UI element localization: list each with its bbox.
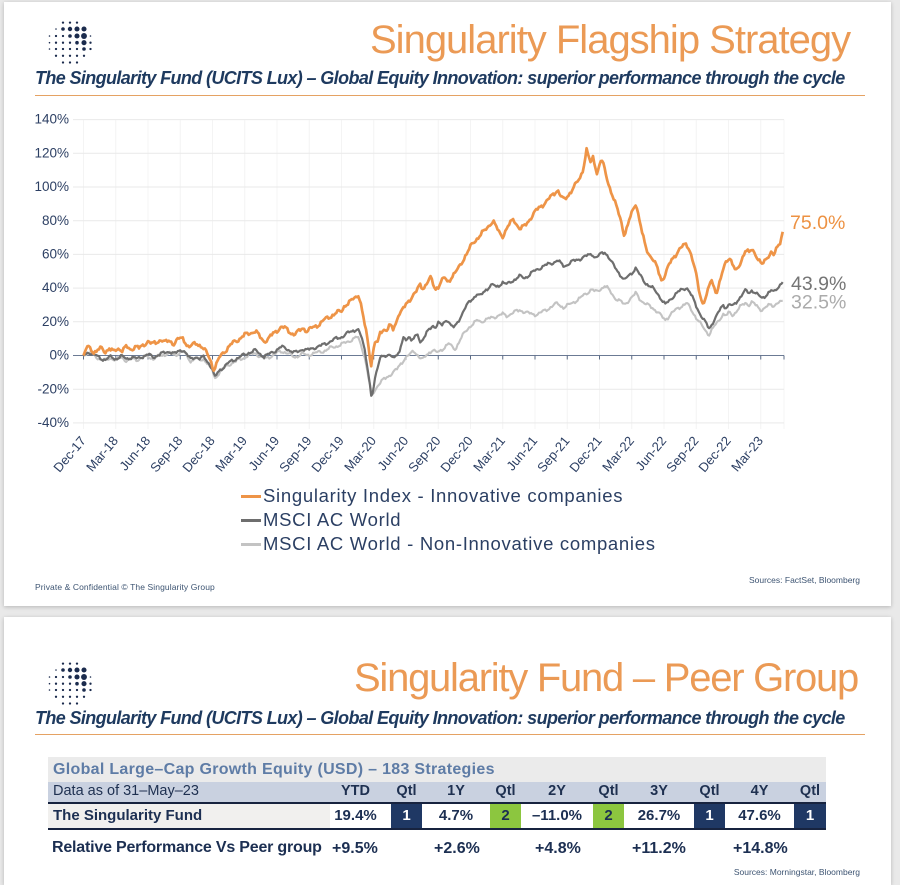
svg-text:Jun-18: Jun-18 xyxy=(116,433,153,473)
svg-text:Jun-19: Jun-19 xyxy=(245,433,282,473)
svg-text:Jun-21: Jun-21 xyxy=(503,433,540,473)
svg-text:Dec-20: Dec-20 xyxy=(437,433,475,475)
svg-text:Mar-20: Mar-20 xyxy=(341,433,379,474)
svg-text:43.9%: 43.9% xyxy=(791,273,846,295)
svg-text:Dec-17: Dec-17 xyxy=(50,433,88,475)
svg-text:32.5%: 32.5% xyxy=(791,292,846,314)
svg-text:Mar-23: Mar-23 xyxy=(728,433,766,474)
svg-text:60%: 60% xyxy=(42,246,69,261)
svg-text:Jun-22: Jun-22 xyxy=(632,433,669,473)
svg-text:Jun-20: Jun-20 xyxy=(374,433,411,473)
svg-text:20%: 20% xyxy=(42,314,69,329)
svg-text:Mar-22: Mar-22 xyxy=(599,433,637,474)
svg-text:Dec-22: Dec-22 xyxy=(695,433,733,475)
svg-text:40%: 40% xyxy=(42,280,69,295)
svg-text:Mar-18: Mar-18 xyxy=(83,433,121,474)
svg-text:140%: 140% xyxy=(34,112,69,127)
svg-text:Sep-22: Sep-22 xyxy=(663,433,701,475)
svg-text:Mar-21: Mar-21 xyxy=(470,433,508,474)
svg-text:Dec-18: Dec-18 xyxy=(179,433,217,475)
svg-text:-20%: -20% xyxy=(37,381,69,396)
svg-text:Dec-19: Dec-19 xyxy=(308,433,346,475)
svg-text:Dec-21: Dec-21 xyxy=(566,433,604,475)
svg-text:100%: 100% xyxy=(34,179,69,194)
svg-text:Sep-21: Sep-21 xyxy=(534,433,572,475)
svg-text:80%: 80% xyxy=(42,213,69,228)
svg-text:Sep-19: Sep-19 xyxy=(276,433,314,475)
svg-text:120%: 120% xyxy=(34,145,69,160)
svg-text:0%: 0% xyxy=(49,348,69,363)
svg-text:Sep-20: Sep-20 xyxy=(405,433,443,475)
svg-text:Mar-19: Mar-19 xyxy=(212,433,250,474)
svg-text:75.0%: 75.0% xyxy=(790,212,845,234)
svg-text:Sep-18: Sep-18 xyxy=(147,433,185,475)
svg-text:-40%: -40% xyxy=(37,415,69,430)
